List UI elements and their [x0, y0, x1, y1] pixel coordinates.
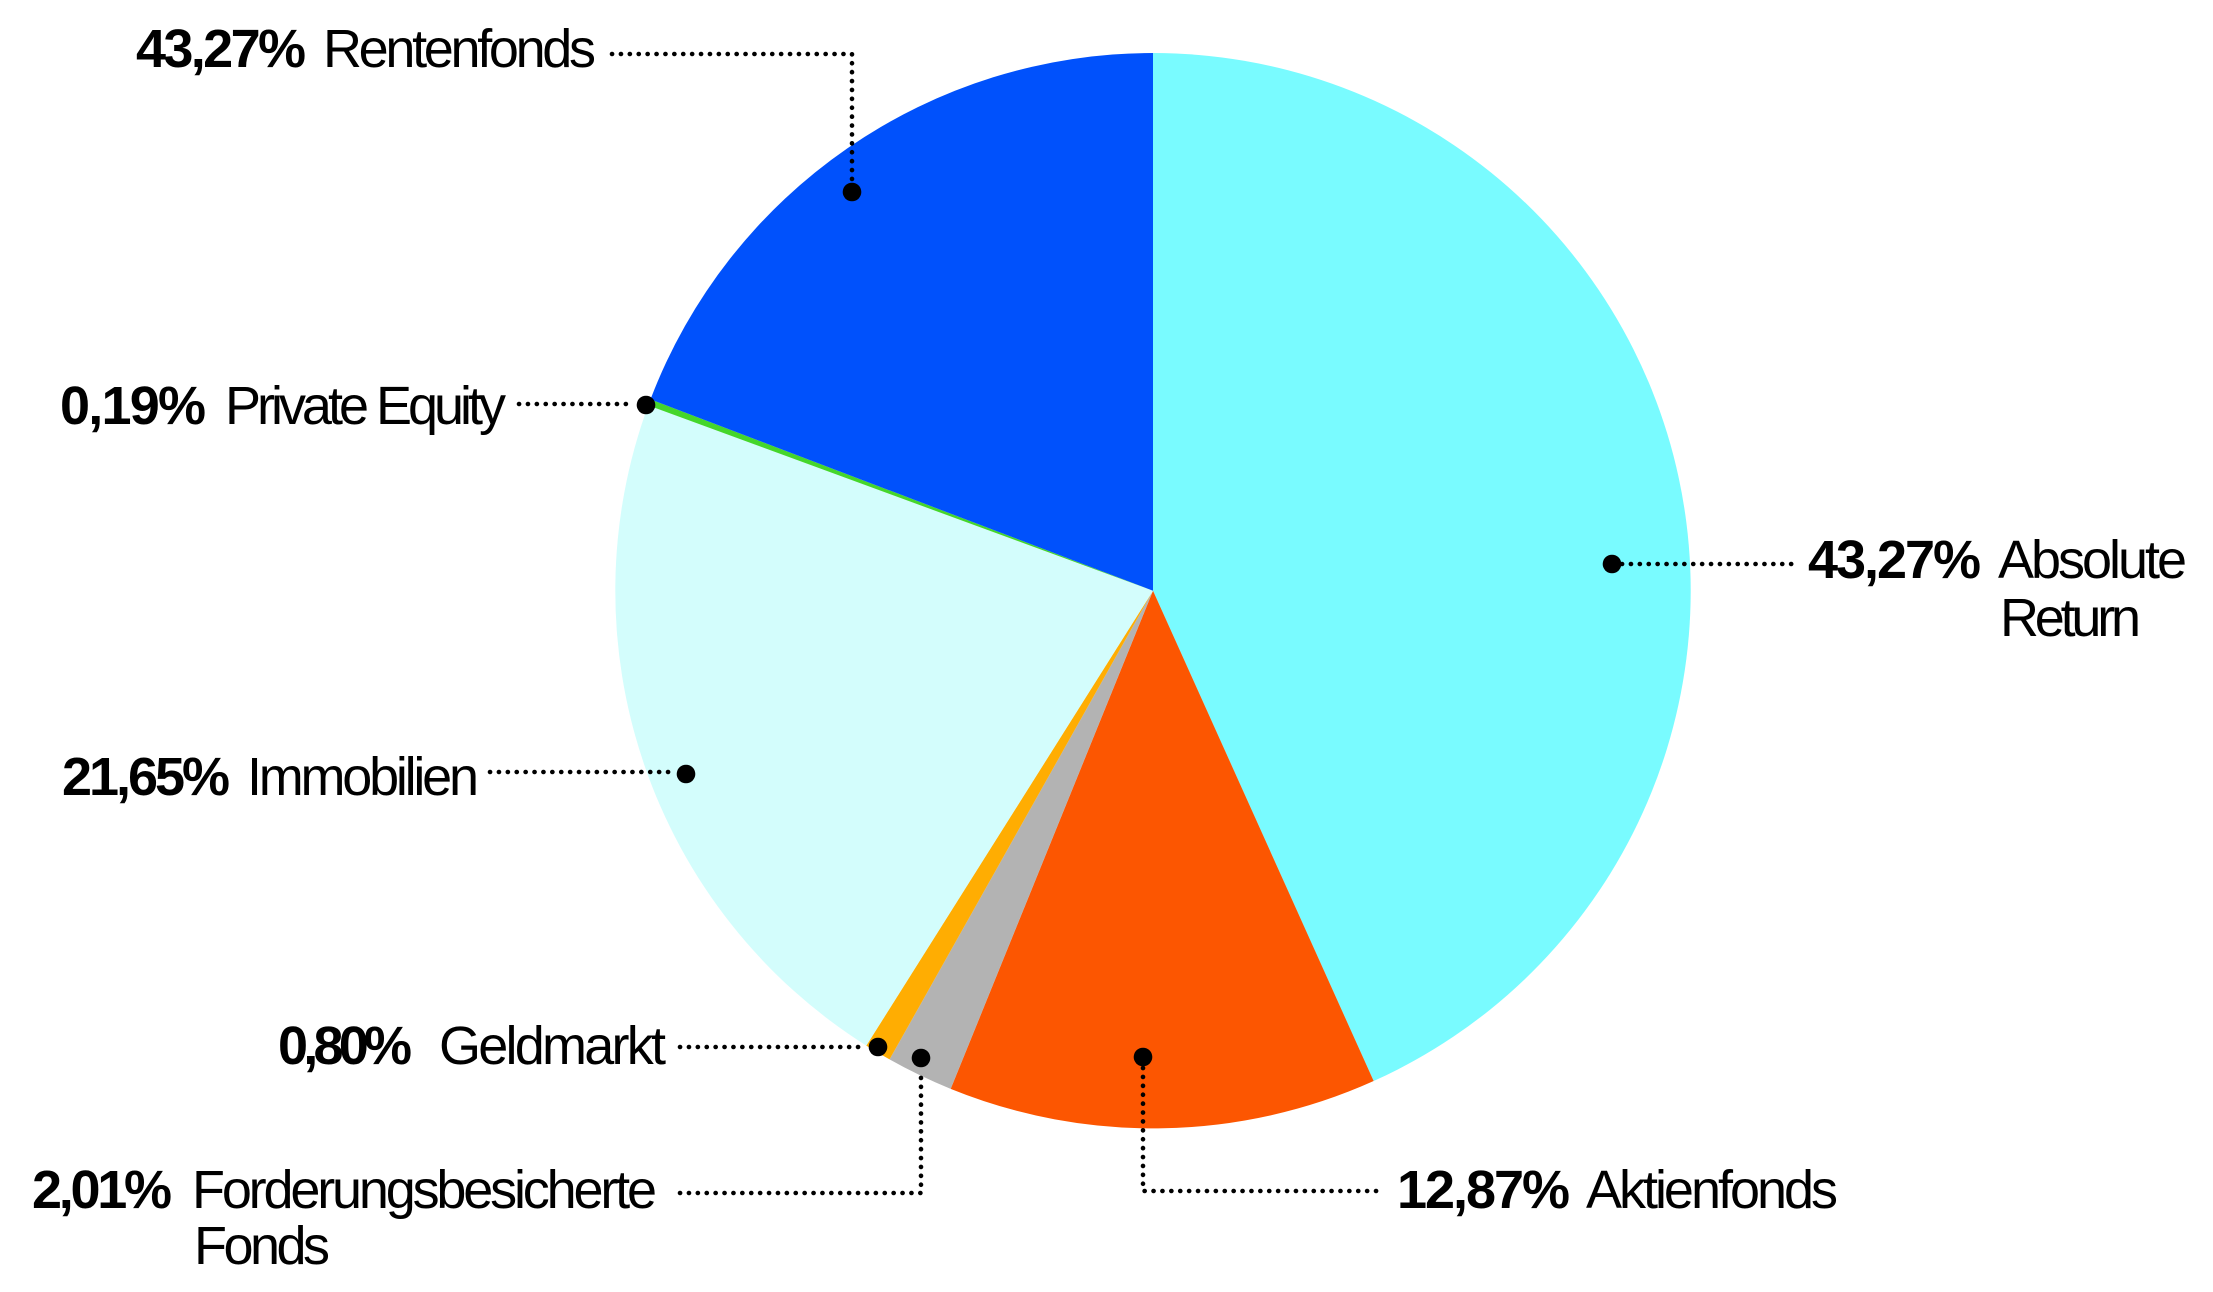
- svg-text:Return: Return: [2000, 588, 2141, 648]
- svg-text:Immobilien: Immobilien: [247, 747, 479, 807]
- svg-text:Private Equity: Private Equity: [225, 376, 506, 436]
- svg-text:0,80%: 0,80%: [278, 1016, 412, 1076]
- svg-text:Geldmarkt: Geldmarkt: [439, 1016, 666, 1076]
- svg-text:43,27%: 43,27%: [1808, 530, 1981, 590]
- svg-text:Rentenfonds: Rentenfonds: [323, 19, 596, 79]
- svg-text:21,65%: 21,65%: [62, 747, 230, 807]
- svg-text:0,19%: 0,19%: [60, 376, 206, 436]
- svg-text:Forderungsbesicherte: Forderungsbesicherte: [192, 1160, 657, 1220]
- svg-text:43,27%: 43,27%: [136, 19, 306, 79]
- svg-text:2,01%: 2,01%: [32, 1160, 172, 1220]
- svg-text:Aktienfonds: Aktienfonds: [1586, 1160, 1838, 1220]
- svg-text:12,87%: 12,87%: [1397, 1160, 1570, 1220]
- svg-text:Fonds: Fonds: [194, 1216, 330, 1276]
- svg-text:Absolute: Absolute: [1998, 530, 2187, 590]
